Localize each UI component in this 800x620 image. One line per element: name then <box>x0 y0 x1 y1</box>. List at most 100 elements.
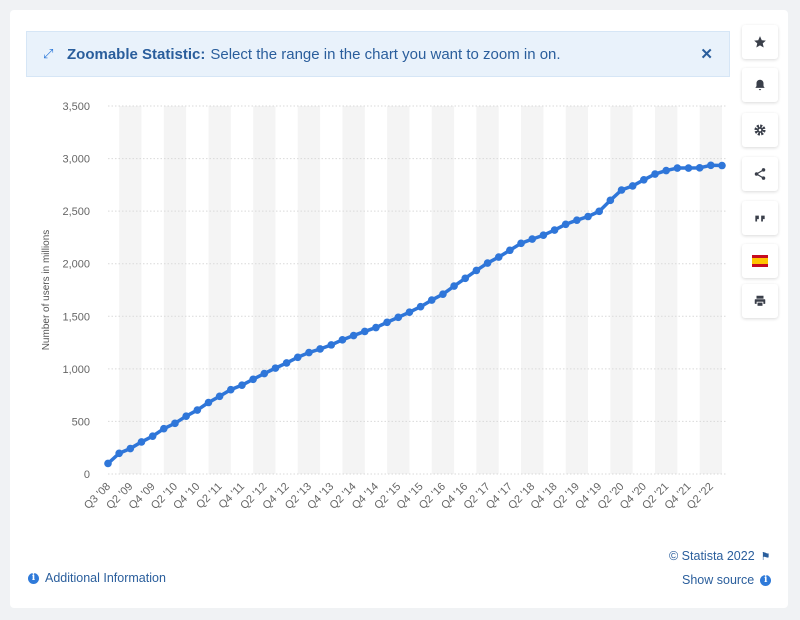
flag-icon: ⚑ <box>760 550 771 563</box>
data-point[interactable] <box>115 449 123 458</box>
close-icon[interactable]: ✕ <box>700 46 713 63</box>
star-icon <box>754 36 766 48</box>
chart-band <box>297 106 321 474</box>
data-point[interactable] <box>104 459 112 468</box>
y-axis-ticks: 0 500 1,000 1,500 2,000 2,500 3,000 3,500 <box>62 101 90 481</box>
chart-band <box>610 106 633 474</box>
chart-band <box>253 106 276 474</box>
cite-button[interactable] <box>742 201 778 235</box>
data-point[interactable] <box>517 239 525 248</box>
data-point[interactable] <box>204 398 213 407</box>
data-point[interactable] <box>528 235 537 243</box>
data-point[interactable] <box>249 375 257 384</box>
banner-message: Select the range in the chart you want t… <box>210 45 561 63</box>
data-point[interactable] <box>695 164 704 172</box>
statista-copyright[interactable]: © Statista 2022 ⚑ <box>669 549 771 563</box>
data-point[interactable] <box>327 341 336 349</box>
data-point[interactable] <box>193 406 202 414</box>
data-point[interactable] <box>439 290 447 299</box>
data-point[interactable] <box>215 392 224 401</box>
y-axis-title: Number of users in millions <box>41 230 52 351</box>
data-point[interactable] <box>171 419 179 428</box>
data-point[interactable] <box>483 259 492 267</box>
data-point[interactable] <box>372 323 380 332</box>
y-tick-label: 3,500 <box>62 101 90 113</box>
chart-band <box>163 106 187 474</box>
data-point[interactable] <box>707 161 715 170</box>
data-point[interactable] <box>416 302 425 311</box>
data-point[interactable] <box>349 331 358 340</box>
data-point[interactable] <box>271 364 280 372</box>
data-point[interactable] <box>662 166 670 175</box>
y-tick-label: 2,500 <box>62 206 90 218</box>
data-point[interactable] <box>573 216 581 224</box>
chart-band <box>655 106 678 474</box>
data-point[interactable] <box>182 412 190 420</box>
data-point[interactable] <box>450 282 458 290</box>
settings-button[interactable] <box>742 113 778 147</box>
notification-button[interactable] <box>742 68 778 102</box>
data-point[interactable] <box>227 385 235 394</box>
language-button[interactable] <box>742 244 778 278</box>
y-tick-label: 500 <box>72 416 90 428</box>
data-point[interactable] <box>338 336 347 344</box>
data-point[interactable] <box>316 345 324 353</box>
gear-icon <box>754 124 766 136</box>
data-point[interactable] <box>126 444 135 453</box>
data-point[interactable] <box>394 313 403 322</box>
data-point[interactable] <box>718 161 726 170</box>
quote-icon <box>755 215 765 222</box>
data-point[interactable] <box>238 381 246 389</box>
data-point[interactable] <box>617 186 626 194</box>
data-point[interactable] <box>673 164 682 172</box>
data-point[interactable] <box>360 327 369 336</box>
data-point[interactable] <box>584 212 592 221</box>
data-point[interactable] <box>684 164 693 172</box>
data-point[interactable] <box>427 296 436 304</box>
chart-band <box>342 106 365 474</box>
data-point[interactable] <box>260 369 269 378</box>
data-point[interactable] <box>405 308 414 316</box>
data-point[interactable] <box>494 253 503 261</box>
data-point[interactable] <box>305 348 313 357</box>
additional-information-link[interactable]: i Additional Information <box>28 571 166 585</box>
data-point[interactable] <box>539 231 548 240</box>
chart-band <box>119 106 142 474</box>
print-button[interactable] <box>742 284 778 318</box>
chart-bands <box>119 106 722 474</box>
data-point[interactable] <box>293 353 302 362</box>
show-source-label: Show source <box>682 573 755 587</box>
data-point[interactable] <box>628 182 637 190</box>
data-point[interactable] <box>550 226 559 234</box>
data-point[interactable] <box>282 359 291 367</box>
data-point[interactable] <box>595 207 603 216</box>
data-point[interactable] <box>606 196 615 205</box>
banner-title: Zoomable Statistic: <box>67 45 206 63</box>
data-point[interactable] <box>561 220 570 229</box>
data-point[interactable] <box>472 266 481 275</box>
data-point[interactable] <box>148 432 157 440</box>
chart-band <box>565 106 589 474</box>
chart-band <box>387 106 410 474</box>
data-point[interactable] <box>651 170 659 178</box>
show-source-link[interactable]: Show source i <box>682 573 772 587</box>
bell-icon <box>755 79 765 91</box>
copyright-label: © Statista 2022 <box>669 549 755 563</box>
info-icon: i <box>760 574 772 586</box>
data-point[interactable] <box>461 274 470 283</box>
spain-flag-icon <box>752 255 768 267</box>
favorite-button[interactable] <box>742 25 778 59</box>
data-point[interactable] <box>506 246 514 255</box>
chart-band <box>208 106 231 474</box>
data-point[interactable] <box>640 176 648 184</box>
share-button[interactable] <box>742 157 778 191</box>
data-point[interactable] <box>160 424 168 433</box>
y-tick-label: 2,000 <box>62 259 90 271</box>
chart-band <box>699 106 722 474</box>
additional-information-label: Additional Information <box>45 571 166 585</box>
data-point[interactable] <box>383 318 391 327</box>
y-tick-label: 1,500 <box>62 311 90 323</box>
data-point[interactable] <box>137 438 146 446</box>
